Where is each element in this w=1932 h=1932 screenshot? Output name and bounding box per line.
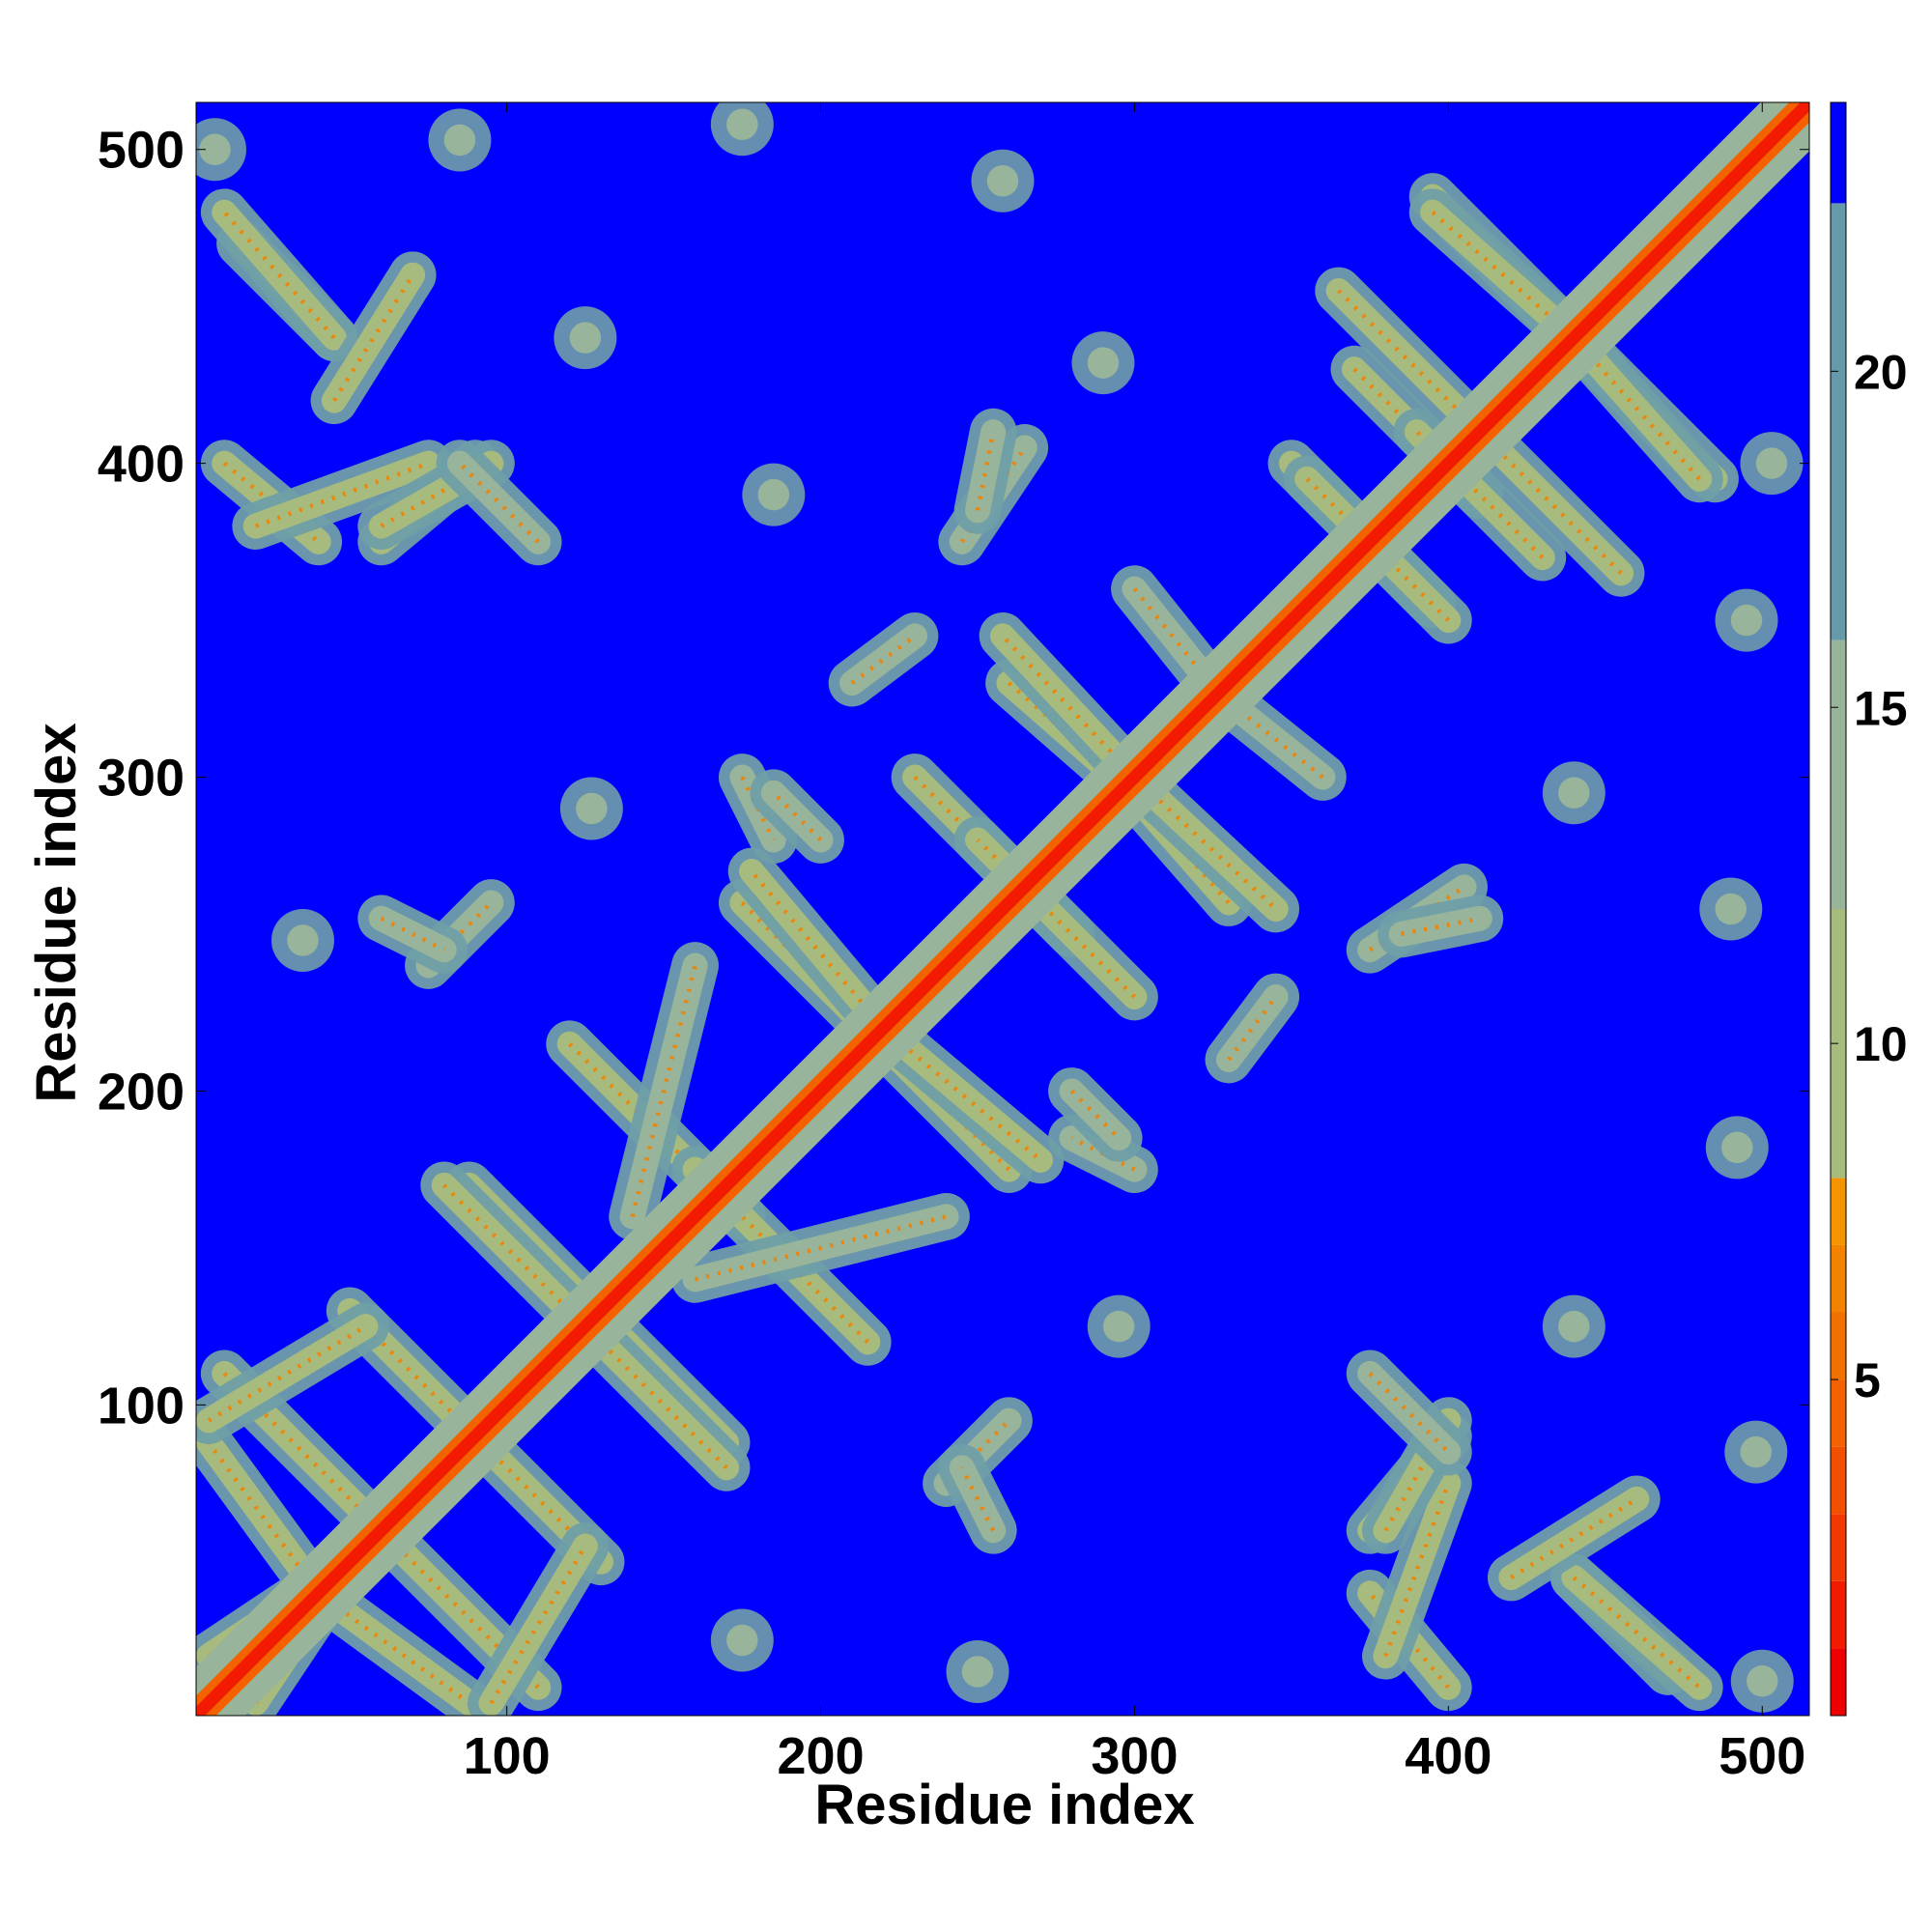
x-tick-label: 200: [778, 1727, 865, 1785]
contact-band-dots: [1227, 995, 1278, 1062]
colorbar-band: [1831, 1244, 1846, 1313]
contact-blob: [726, 108, 758, 140]
contact-band-dots: [254, 461, 430, 528]
contact-blob: [757, 478, 790, 511]
y-axis-ticks: 100 200 300 400 500: [98, 122, 1809, 1435]
contact-band-dots: [332, 273, 415, 402]
diagonal-core: [196, 102, 1809, 1716]
colorbar-band: [1831, 1514, 1846, 1581]
contact-blob: [1730, 604, 1763, 637]
colorbar-band: [1831, 1446, 1846, 1515]
colorbar-band: [1831, 1648, 1846, 1716]
colorbar-band: [1831, 1580, 1846, 1649]
contact-blob: [1087, 347, 1120, 379]
contact-band-core: [446, 450, 552, 554]
contact-band-core: [1357, 1360, 1462, 1465]
y-axis-label: Residue index: [25, 723, 88, 1102]
x-tick-label: 500: [1719, 1727, 1805, 1785]
contact-band-dots: [959, 446, 1027, 544]
colorbar-band: [1831, 102, 1846, 204]
contact-blob: [1558, 777, 1590, 810]
contact-band-dots: [975, 431, 996, 511]
contact-band-dots: [380, 916, 445, 952]
colorbar-tick-label: 5: [1854, 1353, 1881, 1407]
contact-band-dots: [207, 1324, 367, 1423]
contact-blob: [1715, 893, 1747, 925]
contact-band-dots: [1572, 336, 1701, 481]
contact-band-dots: [976, 838, 1137, 999]
contact-band-dots: [1383, 1482, 1451, 1658]
colorbar-tick-label: 15: [1854, 681, 1908, 735]
contact-blob: [961, 1656, 994, 1688]
x-tick-label: 300: [1091, 1727, 1178, 1785]
y-tick-label: 100: [98, 1377, 185, 1435]
x-axis-label: Residue index: [814, 1774, 1194, 1836]
contact-blob: [576, 792, 608, 825]
colorbar-tick-label: 20: [1854, 345, 1908, 399]
contact-band-dots: [468, 1428, 603, 1564]
contact-blob: [569, 322, 602, 354]
x-tick-label: 100: [464, 1727, 551, 1785]
contact-band-dots: [1368, 885, 1465, 952]
contact-blob: [1747, 1665, 1778, 1697]
contact-band-dots: [222, 211, 336, 340]
colorbar-frame: [1830, 101, 1847, 1717]
contact-blob: [1740, 1435, 1773, 1468]
colorbar: [1830, 101, 1847, 1717]
contact-band-dots: [317, 1591, 471, 1705]
y-tick-label: 300: [98, 750, 185, 808]
colorbar-ticks: 5 10 15 20: [1831, 345, 1908, 1407]
y-tick-label: 400: [98, 436, 185, 494]
contact-band-dots: [630, 964, 697, 1217]
colorbar-tick-label: 10: [1854, 1017, 1908, 1071]
colorbar-band: [1831, 1312, 1846, 1380]
contact-band-dots: [959, 1466, 996, 1532]
heatmap-plot-area: [196, 102, 1809, 1716]
contact-blob: [287, 924, 319, 956]
x-axis-ticks: 100 200 300 400 500: [464, 102, 1805, 1785]
contact-band-dots: [1572, 1576, 1701, 1690]
contact-blob: [1102, 1310, 1135, 1343]
contact-band-core: [1059, 1078, 1132, 1151]
contact-band-dots: [1132, 587, 1200, 669]
contact-band-dots: [207, 1440, 321, 1595]
contact-band-dots: [1431, 211, 1576, 340]
contact-band-dots: [1510, 1496, 1638, 1579]
colorbar-band: [1831, 1178, 1846, 1245]
contact-band-dots: [348, 1309, 484, 1444]
plot-frame: [195, 101, 1810, 1717]
x-tick-label: 400: [1405, 1727, 1492, 1785]
contact-blob: [443, 124, 476, 156]
contact-band-dots: [489, 1545, 587, 1705]
contact-band-dots: [913, 775, 1074, 936]
colorbar-band: [1831, 203, 1846, 640]
y-tick-label: 200: [98, 1063, 185, 1121]
contact-blob: [1721, 1131, 1753, 1164]
contact-band-dots: [1401, 916, 1481, 937]
contact-blob: [1558, 1310, 1590, 1343]
contact-blob: [199, 133, 231, 165]
colorbar-band: [1831, 1379, 1846, 1447]
contact-blob: [1755, 447, 1788, 479]
colorbar-band: [1831, 639, 1846, 909]
contact-band-dots: [695, 1214, 948, 1282]
contact-blob: [986, 164, 1019, 197]
heatmap-features: [196, 102, 1809, 1716]
contact-band-core: [760, 780, 834, 853]
contact-band-dots: [1242, 712, 1324, 780]
y-tick-label: 500: [98, 122, 185, 180]
contact-blob: [726, 1624, 758, 1657]
contact-band-dots: [850, 634, 917, 685]
